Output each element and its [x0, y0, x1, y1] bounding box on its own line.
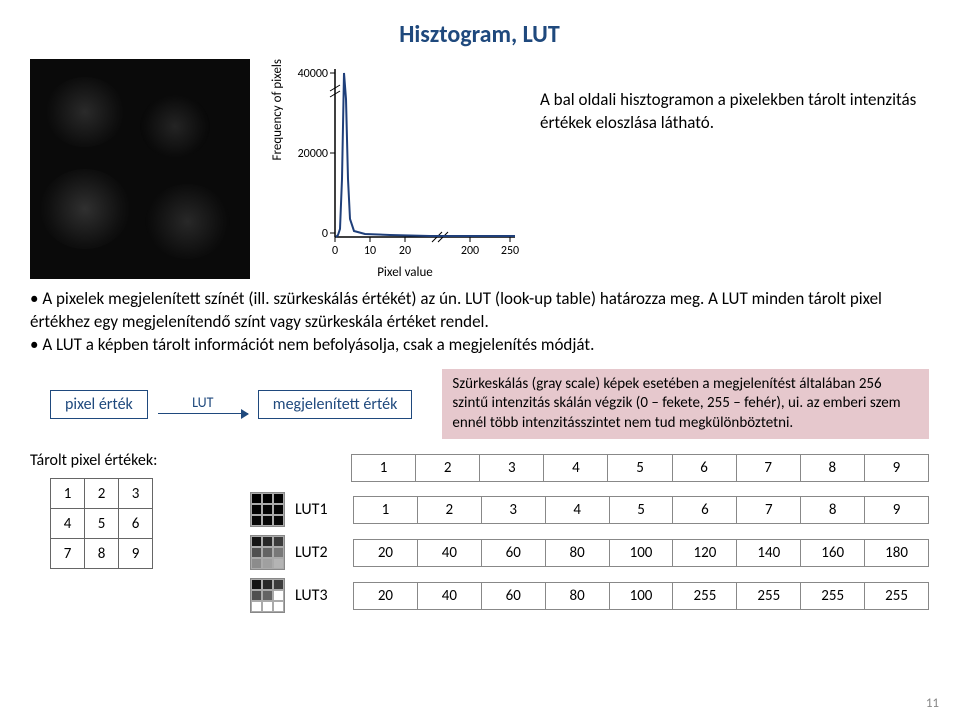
lut-preview-grid	[250, 578, 285, 613]
lut-cell: 6	[673, 496, 737, 524]
lut-name: LUT1	[295, 500, 343, 519]
stored-label: Tárolt pixel értékek:	[30, 451, 230, 470]
lut-name: LUT2	[295, 543, 343, 562]
bottom-section: Tárolt pixel értékek: 123 456 789 123456…	[30, 451, 929, 621]
lut-name: LUT3	[295, 586, 343, 605]
ytick: 40000	[298, 67, 328, 81]
lut-cell: 180	[865, 539, 929, 567]
lut-cell: 255	[673, 582, 737, 610]
header-cell: 3	[480, 454, 544, 482]
lut-cell: 100	[610, 582, 674, 610]
lut-cell: 255	[865, 582, 929, 610]
header-cell: 1	[351, 454, 416, 482]
lut-cell: 120	[673, 539, 737, 567]
bullet-item: A pixelek megjelenített színét (ill. szü…	[30, 288, 929, 334]
xtick: 200	[461, 244, 479, 258]
lut-cell: 40	[418, 539, 482, 567]
xtick: 20	[399, 244, 411, 258]
top-row: Frequency of pixels 40000 20000 0	[30, 59, 929, 280]
lut-cell: 2	[418, 496, 482, 524]
page-number: 11	[926, 696, 939, 711]
chart-svg: 40000 20000 0	[290, 59, 520, 259]
lut-cell: 100	[610, 539, 674, 567]
microscopy-image	[30, 59, 250, 279]
bullet-item: A LUT a képben tárolt információt nem be…	[30, 334, 929, 357]
page-title: Hisztogram, LUT	[30, 20, 929, 49]
lut-row: LUT2 20406080100120140160180	[250, 535, 929, 570]
lut-tables: 123456789 LUT1123456789LUT22040608010012…	[250, 451, 929, 621]
xtick: 0	[332, 244, 338, 258]
y-axis-label: Frequency of pixels	[270, 59, 285, 200]
header-cell: 4	[544, 454, 608, 482]
lut-cell: 20	[353, 539, 418, 567]
lut-cell: 140	[737, 539, 801, 567]
lut-row: LUT1 123456789	[250, 492, 929, 527]
header-cell: 6	[673, 454, 737, 482]
x-axis-label: Pixel value	[377, 265, 433, 280]
description-text: A bal oldali hisztogramon a pixelekben t…	[540, 59, 929, 135]
lut-cell: 8	[801, 496, 865, 524]
lut-header-row: 123456789	[250, 451, 929, 484]
arrow-label: LUT	[192, 394, 213, 411]
histogram-chart: Frequency of pixels 40000 20000 0	[270, 59, 520, 280]
ytick: 20000	[298, 147, 328, 161]
lut-cell: 7	[737, 496, 801, 524]
lut-cell: 3	[482, 496, 546, 524]
lut-cell: 160	[801, 539, 865, 567]
header-cell: 5	[608, 454, 672, 482]
header-cell: 2	[416, 454, 480, 482]
lut-cell: 255	[737, 582, 801, 610]
lut-cell: 20	[353, 582, 418, 610]
xtick: 250	[501, 244, 519, 258]
lut-cell: 5	[610, 496, 674, 524]
xtick: 10	[364, 244, 376, 258]
header-cell: 9	[865, 454, 929, 482]
gray-scale-note: Szürkeskálás (gray scale) képek esetében…	[442, 369, 929, 440]
flow-box-left: pixel érték	[50, 390, 148, 419]
lut-cell: 4	[546, 496, 610, 524]
lut-preview-grid	[250, 535, 285, 570]
lut-cell: 60	[482, 582, 546, 610]
lut-cell: 1	[353, 496, 418, 524]
ytick: 0	[322, 227, 328, 241]
lut-cell: 80	[546, 582, 610, 610]
lut-flow-diagram: pixel érték LUT megjelenített érték Szür…	[50, 369, 929, 440]
stored-pixel-table: 123 456 789	[50, 478, 153, 569]
lut-cell: 80	[546, 539, 610, 567]
lut-cell: 40	[418, 582, 482, 610]
lut-preview-grid	[250, 492, 285, 527]
lut-row: LUT320406080100255255255255	[250, 578, 929, 613]
bullet-list: A pixelek megjelenített színét (ill. szü…	[30, 288, 929, 357]
lut-cell: 9	[865, 496, 929, 524]
lut-cell: 60	[482, 539, 546, 567]
flow-box-right: megjelenített érték	[258, 390, 413, 419]
flow-arrow: LUT	[158, 394, 248, 415]
lut-cell: 255	[801, 582, 865, 610]
header-cell: 8	[801, 454, 865, 482]
header-cell: 7	[737, 454, 801, 482]
